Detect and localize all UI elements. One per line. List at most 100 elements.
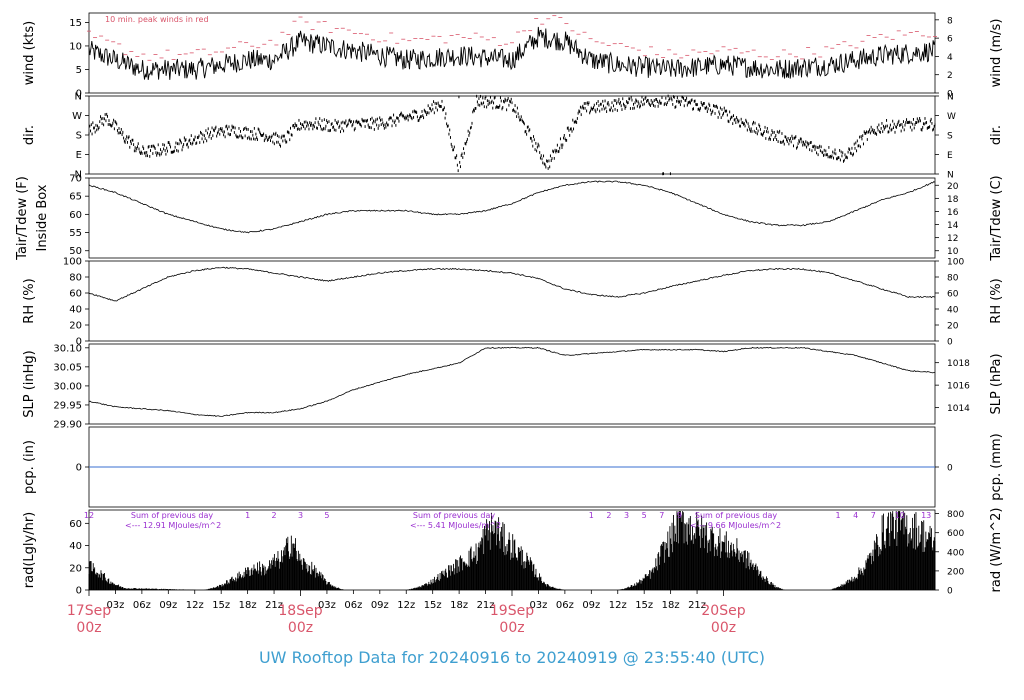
day-summary-caption: Sum of previous day	[131, 511, 213, 520]
hour-marker: 13	[921, 511, 931, 520]
hour-marker: 7	[659, 511, 664, 520]
left-tick-label: 70	[69, 174, 82, 185]
right-tick-label: S	[947, 132, 953, 142]
day-label-date: 17Sep	[67, 603, 111, 619]
right-tick-label: 4	[947, 53, 953, 63]
panel-frame	[88, 177, 936, 259]
x-tick-label: 03z	[318, 600, 336, 611]
hour-marker: 1	[245, 511, 250, 520]
panel-frame	[88, 95, 936, 175]
left-tick-label: W	[72, 111, 82, 122]
x-tick-label: 12z	[397, 600, 415, 611]
right-tick-label: 800	[947, 510, 964, 520]
hour-marker: 1	[836, 511, 841, 520]
x-axis: 03z 06z 09z 12z 15z 18z 21z 03z 06z 09z 12z 15z 18z 2…	[67, 590, 746, 636]
day-summary-value: <--- 5.41 MJoules/m^2	[410, 521, 501, 530]
hour-marker: 5	[324, 511, 329, 520]
right-tick-label: 0	[947, 338, 953, 348]
day-summary-value: <--- 9.66 MJoules/m^2	[690, 521, 781, 530]
hour-marker: 2	[606, 511, 611, 520]
left-tick-label: 29.95	[53, 400, 82, 411]
hour-marker: 1	[589, 511, 594, 520]
left-axis-label: pcp. (in)	[22, 440, 37, 494]
day-label-time: 00z	[711, 620, 736, 636]
right-tick-label: 0	[947, 90, 953, 100]
day-label-date: 20Sep	[701, 603, 745, 619]
right-axis-label: SLP (hPa)	[989, 353, 1004, 414]
right-tick-label: 12	[947, 234, 958, 244]
left-tick-label: 20	[69, 563, 82, 574]
x-tick-label: 15z	[424, 600, 442, 611]
left-axis-label: Inside Box	[35, 184, 50, 251]
right-tick-label: 1018	[947, 359, 970, 369]
right-tick-label: 16	[947, 208, 959, 218]
left-tick-label: 30.05	[53, 362, 82, 373]
radiation-bars	[88, 511, 936, 590]
left-tick-label: 60	[69, 289, 82, 300]
left-tick-label: N	[75, 170, 82, 181]
panel-5: 0 0 pcp. (in) pcp. (mm)	[22, 426, 1004, 508]
left-tick-label: E	[76, 150, 82, 161]
hour-marker: 5	[642, 511, 647, 520]
wind-peak-marks	[87, 15, 937, 61]
x-tick-label: 06z	[133, 600, 151, 611]
panel-frame	[88, 260, 936, 342]
day-label-date: 19Sep	[490, 603, 534, 619]
right-tick-label: 10	[947, 247, 959, 257]
hour-marker: 3	[298, 511, 303, 520]
right-tick-label: 0	[947, 587, 953, 597]
day-label-time: 00z	[76, 620, 101, 636]
slp-line	[88, 346, 936, 417]
x-tick-label: 03z	[106, 600, 124, 611]
x-tick-label: 21z	[477, 600, 495, 611]
right-tick-label: 100	[947, 258, 964, 268]
tair-line	[88, 180, 936, 234]
left-tick-label: 0	[76, 463, 82, 474]
left-tick-label: 5	[76, 65, 82, 76]
right-tick-label: 40	[947, 306, 959, 316]
left-tick-label: 30.00	[53, 381, 82, 392]
panel-frame	[88, 343, 936, 425]
right-tick-label: N	[947, 93, 954, 103]
left-tick-label: 80	[69, 273, 82, 284]
x-tick-label: 15z	[212, 600, 230, 611]
left-axis-label: dir.	[22, 125, 37, 145]
x-tick-label: 12z	[609, 600, 627, 611]
right-axis-label: pcp. (mm)	[989, 433, 1004, 500]
panel-frame	[88, 12, 936, 94]
right-axis-label: dir.	[989, 125, 1004, 145]
left-tick-label: 40	[69, 305, 82, 316]
page-title: UW Rooftop Data for 20240916 to 20240919…	[258, 648, 766, 667]
panel-4: 29.90 29.95 30.00 30.05 30.10 1014 1016 1018 SLP…	[22, 343, 1004, 430]
x-tick-label: 09z	[371, 600, 389, 611]
x-tick-label: 06z	[556, 600, 574, 611]
hour-marker: 4	[853, 511, 858, 520]
x-tick-label: 12z	[186, 600, 204, 611]
day-label-time: 00z	[288, 620, 313, 636]
left-axis-label: RH (%)	[22, 278, 37, 323]
day-summary-value: <--- 12.91 MJoules/m^2	[125, 521, 221, 530]
right-tick-label: E	[947, 151, 953, 161]
hour-marker: 3	[624, 511, 629, 520]
left-tick-label: N	[75, 92, 82, 103]
left-axis-label: SLP (inHg)	[22, 350, 37, 418]
right-tick-label: 60	[947, 290, 959, 300]
right-tick-label: 400	[947, 548, 964, 558]
x-tick-label: 09z	[582, 600, 600, 611]
x-tick-label: 21z	[265, 600, 283, 611]
right-axis-label: wind (m/s)	[989, 19, 1004, 88]
right-axis-label: Tair/Tdew (C)	[989, 175, 1004, 261]
x-tick-label: 21z	[688, 600, 706, 611]
left-tick-label: 20	[69, 321, 82, 332]
hour-marker: 10	[895, 511, 905, 520]
x-tick-label: 18z	[662, 600, 680, 611]
x-tick-label: 06z	[344, 600, 362, 611]
right-tick-label: 200	[947, 567, 964, 577]
left-tick-label: 0	[76, 586, 82, 597]
left-tick-label: 30.10	[53, 343, 82, 354]
right-axis-label: RH (%)	[989, 278, 1004, 323]
right-tick-label: N	[947, 171, 954, 181]
